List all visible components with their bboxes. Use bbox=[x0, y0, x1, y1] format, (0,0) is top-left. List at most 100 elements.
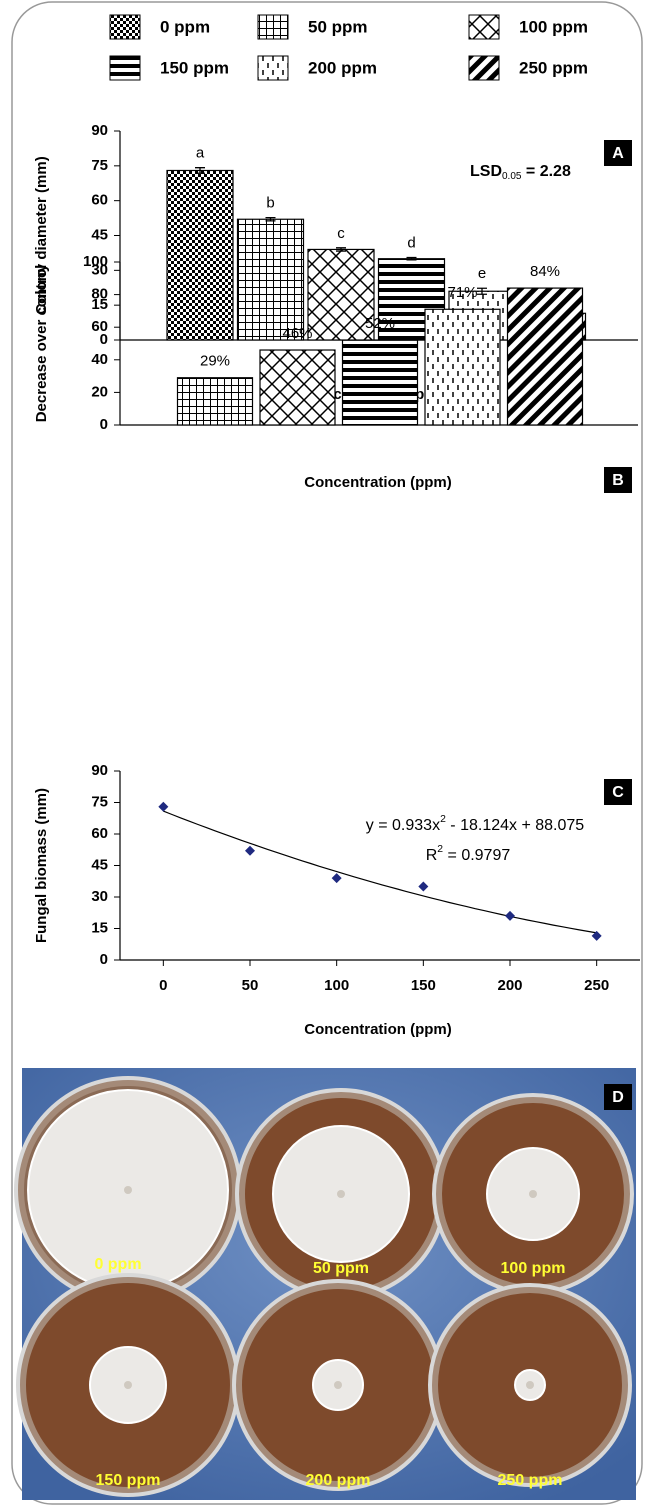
r-squared-part: R bbox=[426, 847, 438, 864]
panel-label-box bbox=[604, 467, 632, 493]
error-bar bbox=[195, 167, 205, 174]
lsd-sub: 0.05 bbox=[502, 171, 522, 182]
y-tick-label: 90 bbox=[91, 762, 108, 779]
x-tick-label: 100 bbox=[324, 977, 349, 994]
data-point bbox=[418, 881, 429, 892]
legend-label: 150 ppm bbox=[160, 58, 229, 77]
y-tick-label: 60 bbox=[91, 825, 108, 842]
r-squared-part: 2 bbox=[437, 844, 443, 855]
r-squared: R2 = 0.9797 bbox=[426, 844, 511, 864]
error-bar bbox=[265, 216, 276, 222]
error-bar bbox=[336, 247, 346, 252]
y-tick-label: 75 bbox=[91, 793, 108, 810]
colony-center bbox=[124, 1186, 132, 1194]
panel-label-box bbox=[604, 1084, 632, 1110]
x-axis-label: Concentration (ppm) bbox=[304, 1021, 452, 1038]
significance-letter: e bbox=[478, 265, 486, 282]
bar bbox=[176, 377, 254, 426]
y-axis-label: Colony diameter (mm) bbox=[33, 156, 50, 314]
dish-label: 0 ppm bbox=[94, 1256, 141, 1273]
bar bbox=[166, 169, 234, 341]
legend-swatch bbox=[109, 55, 141, 81]
x-axis-label: Concentration (ppm) bbox=[304, 474, 452, 491]
significance-letter: a bbox=[196, 145, 205, 162]
colony-center bbox=[334, 1381, 342, 1389]
colony-center bbox=[526, 1381, 534, 1389]
dish-label: 100 ppm bbox=[501, 1260, 566, 1277]
legend-swatch bbox=[109, 14, 141, 40]
y-tick-label: 30 bbox=[91, 888, 108, 905]
y-tick-label: 75 bbox=[91, 157, 108, 174]
y-tick-label: 45 bbox=[91, 856, 108, 873]
trendline bbox=[163, 810, 597, 934]
y-axis-label: Decrease over control bbox=[33, 265, 50, 423]
panel-label: B bbox=[612, 472, 624, 489]
colony-center bbox=[124, 1381, 132, 1389]
legend-swatch bbox=[468, 55, 500, 81]
colony-center bbox=[529, 1190, 537, 1198]
bar bbox=[307, 248, 375, 341]
y-tick-label: 100 bbox=[83, 253, 108, 270]
trendline-equation-part: y = 0.933x bbox=[366, 817, 440, 834]
y-tick-label: 80 bbox=[91, 286, 108, 303]
data-point bbox=[331, 873, 342, 884]
y-axis-label: Fungal biomass (mm) bbox=[33, 788, 50, 943]
significance-letter: c bbox=[337, 225, 345, 242]
error-bar bbox=[477, 287, 487, 295]
y-tick-label: 90 bbox=[91, 122, 108, 139]
significance-letter: d bbox=[407, 235, 415, 252]
legend-swatch bbox=[257, 14, 289, 40]
y-tick-label: 0 bbox=[100, 416, 108, 433]
dish-label: 50 ppm bbox=[313, 1260, 369, 1277]
lsd-text: LSD bbox=[470, 163, 502, 180]
panel-label-box bbox=[604, 140, 632, 166]
legend-swatch bbox=[257, 55, 289, 81]
value-label: 52% bbox=[365, 315, 395, 332]
x-tick-label: 150 bbox=[411, 977, 436, 994]
value-label: 29% bbox=[200, 353, 230, 370]
data-point bbox=[158, 801, 169, 812]
r-squared-part: = 0.9797 bbox=[443, 847, 510, 864]
legend-label: 50 ppm bbox=[308, 17, 368, 36]
legend-label: 250 ppm bbox=[519, 58, 588, 77]
data-point bbox=[591, 930, 602, 941]
legend-label: 200 ppm bbox=[308, 58, 377, 77]
data-point bbox=[245, 845, 255, 856]
y-tick-label: 15 bbox=[91, 919, 108, 936]
value-label: 84% bbox=[530, 263, 560, 280]
panel-label: A bbox=[612, 145, 624, 162]
frame bbox=[11, 1, 643, 1505]
y-tick-label: 0 bbox=[100, 331, 108, 348]
bar bbox=[424, 308, 501, 426]
bar bbox=[506, 287, 584, 426]
legend-swatch bbox=[468, 14, 500, 40]
dish-label: 200 ppm bbox=[306, 1472, 371, 1489]
y-tick-label: 40 bbox=[91, 351, 108, 368]
colony-center bbox=[337, 1190, 345, 1198]
data-point bbox=[505, 910, 515, 921]
panel-label: C bbox=[612, 784, 624, 801]
trendline-equation-part: - 18.124x + 88.075 bbox=[446, 817, 584, 834]
x-tick-label: 0 bbox=[159, 977, 167, 994]
value-label: 71% bbox=[447, 284, 477, 301]
x-tick-label: 250 bbox=[584, 977, 609, 994]
significance-letter: b bbox=[266, 195, 274, 212]
y-tick-label: 20 bbox=[91, 383, 108, 400]
lsd-rest: = 2.28 bbox=[521, 163, 570, 180]
y-tick-label: 0 bbox=[100, 951, 108, 968]
panel-label-box bbox=[604, 779, 632, 805]
lsd-annotation: LSD0.05 = 2.28 bbox=[470, 163, 571, 181]
y-tick-label: 60 bbox=[91, 192, 108, 209]
trendline-equation-part: 2 bbox=[440, 814, 446, 825]
trendline-equation: y = 0.933x2 - 18.124x + 88.075 bbox=[366, 814, 584, 834]
y-tick-label: 45 bbox=[91, 226, 108, 243]
dish-label: 150 ppm bbox=[96, 1472, 161, 1489]
y-tick-label: 15 bbox=[91, 296, 108, 313]
legend-label: 100 ppm bbox=[519, 17, 588, 36]
y-tick-label: 30 bbox=[91, 261, 108, 278]
error-bar bbox=[406, 256, 417, 261]
value-label: 46% bbox=[282, 325, 312, 342]
panel-label: D bbox=[612, 1089, 624, 1106]
dish-label: 250 ppm bbox=[498, 1472, 563, 1489]
